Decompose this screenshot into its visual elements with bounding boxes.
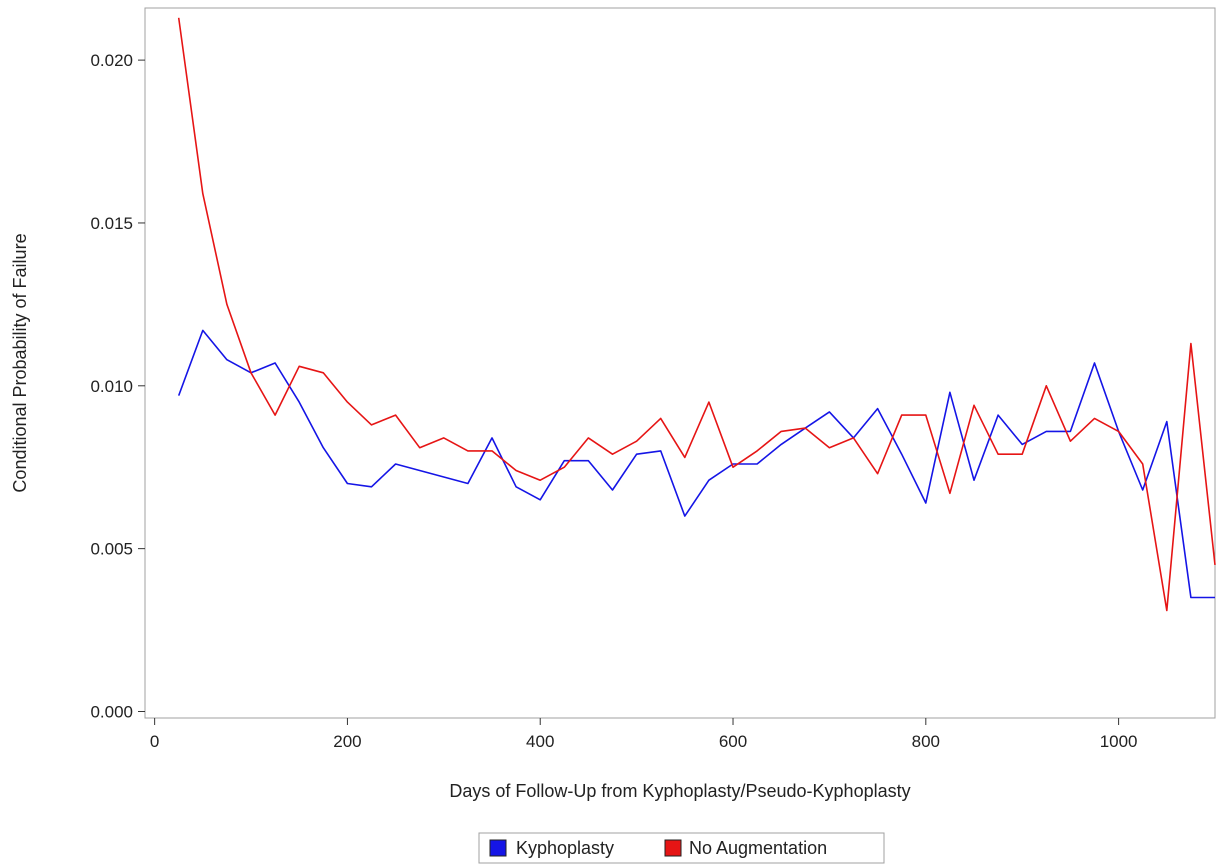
y-tick-label: 0.015: [90, 214, 133, 233]
series-line-no-augmentation: [177, 17, 1216, 612]
x-tick-label: 1000: [1100, 732, 1138, 751]
legend-label-no-augmentation: No Augmentation: [689, 838, 827, 858]
y-tick-label: 0.010: [90, 377, 133, 396]
y-axis: 0.000 0.005 0.010 0.015 0.020: [90, 51, 145, 721]
x-tick-label: 400: [526, 732, 554, 751]
x-tick-label: 200: [333, 732, 361, 751]
series-line-kyphoplasty: [177, 329, 1215, 599]
x-axis: 0 200 400 600 800 1000: [150, 718, 1138, 751]
legend-swatch-kyphoplasty: [489, 839, 507, 857]
plot-frame: [144, 7, 1216, 719]
x-axis-title: Days of Follow-Up from Kyphoplasty/Pseud…: [449, 781, 910, 801]
legend: Kyphoplasty No Augmentation: [478, 832, 885, 864]
x-tick-label: 600: [719, 732, 747, 751]
y-tick-label: 0.000: [90, 702, 133, 721]
y-tick-label: 0.005: [90, 540, 133, 559]
legend-swatch-no-augmentation: [664, 839, 682, 857]
series-layer: [177, 17, 1216, 612]
x-tick-label: 800: [912, 732, 940, 751]
y-tick-label: 0.020: [90, 51, 133, 70]
y-axis-title: Conditional Probability of Failure: [10, 233, 30, 492]
x-tick-label: 0: [150, 732, 159, 751]
legend-label-kyphoplasty: Kyphoplasty: [516, 838, 614, 858]
